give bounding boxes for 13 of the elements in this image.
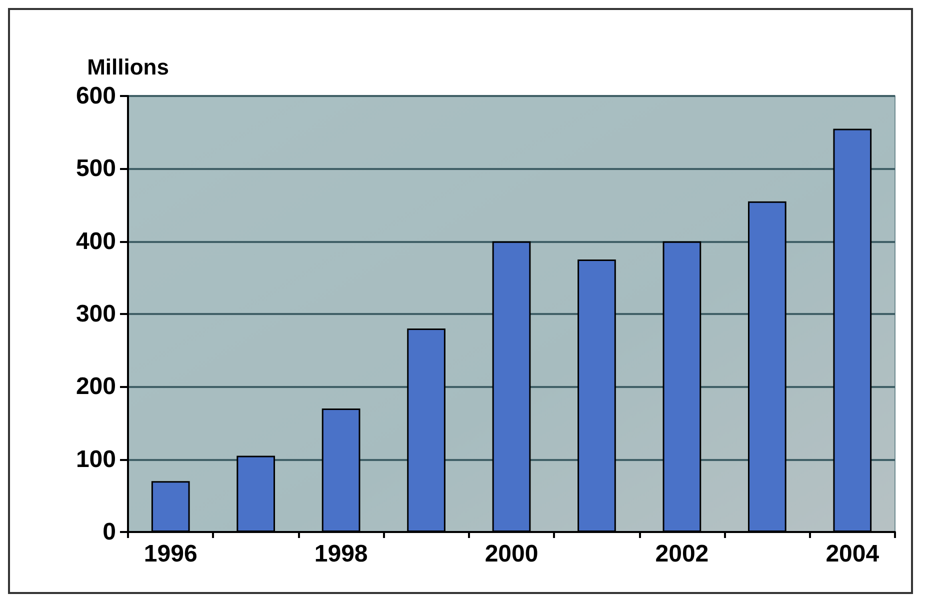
y-axis-title: Millions (87, 54, 169, 80)
x-tick-label: 2002 (655, 540, 709, 568)
y-tick-label: 300 (76, 300, 116, 328)
y-tick-label: 100 (76, 446, 116, 473)
x-tick-label: 2000 (484, 540, 538, 568)
y-tick-label: 200 (76, 373, 116, 400)
x-tick-label: 1996 (144, 540, 198, 568)
y-tick-label: 0 (102, 518, 116, 546)
y-tick-label: 500 (76, 155, 116, 182)
x-tick-label: 2004 (826, 540, 880, 568)
x-tick-label: 1998 (314, 540, 368, 568)
y-tick-label: 600 (76, 82, 116, 110)
y-tick-label: 400 (76, 228, 116, 255)
